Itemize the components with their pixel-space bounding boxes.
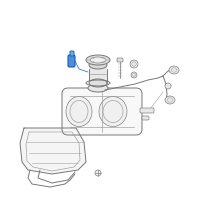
Ellipse shape	[66, 97, 92, 127]
Ellipse shape	[90, 57, 106, 63]
Ellipse shape	[89, 61, 107, 69]
Ellipse shape	[89, 79, 107, 87]
Ellipse shape	[86, 55, 110, 65]
FancyBboxPatch shape	[68, 55, 75, 67]
Ellipse shape	[88, 84, 108, 92]
Ellipse shape	[169, 66, 179, 74]
FancyBboxPatch shape	[117, 58, 123, 62]
Polygon shape	[20, 128, 86, 174]
Ellipse shape	[99, 97, 127, 127]
Ellipse shape	[165, 96, 175, 104]
Bar	[89, 65, 107, 83]
FancyBboxPatch shape	[142, 116, 149, 120]
Ellipse shape	[95, 170, 101, 176]
FancyBboxPatch shape	[62, 88, 142, 135]
Ellipse shape	[131, 72, 137, 78]
Ellipse shape	[165, 83, 171, 89]
FancyBboxPatch shape	[140, 108, 154, 113]
FancyBboxPatch shape	[70, 51, 74, 56]
Ellipse shape	[130, 60, 138, 68]
